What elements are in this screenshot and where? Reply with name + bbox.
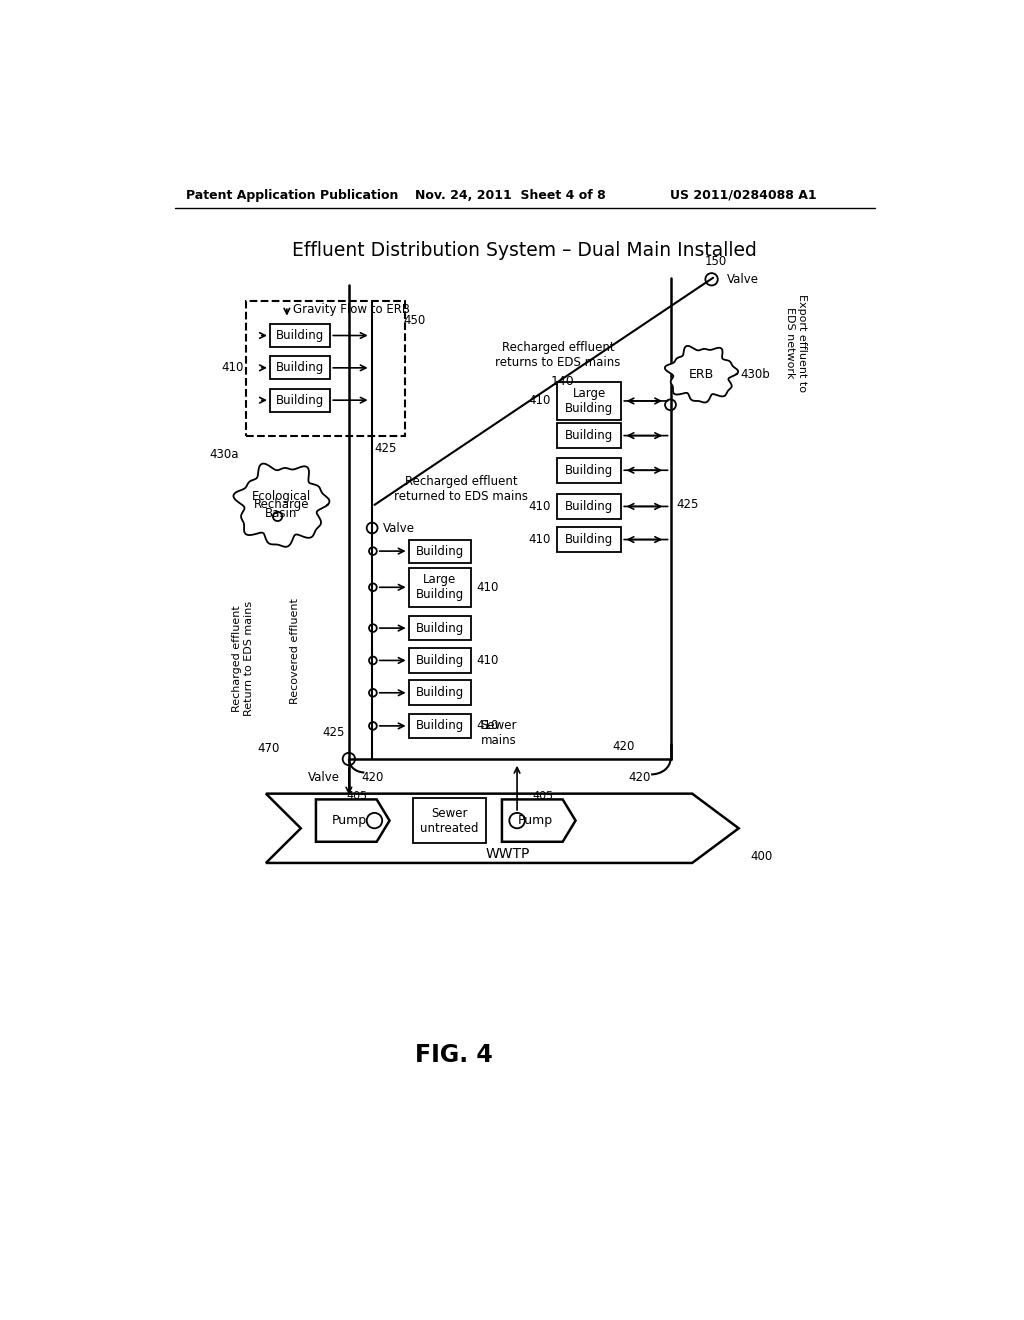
Text: 450: 450	[403, 314, 425, 326]
Text: US 2011/0284088 A1: US 2011/0284088 A1	[671, 189, 817, 202]
Text: 425: 425	[677, 499, 699, 511]
Text: FIG. 4: FIG. 4	[415, 1043, 493, 1068]
Polygon shape	[233, 463, 330, 546]
Text: Patent Application Publication: Patent Application Publication	[186, 189, 398, 202]
Text: 425: 425	[375, 442, 397, 455]
Text: Sewer
untreated: Sewer untreated	[421, 807, 479, 834]
Text: 430a: 430a	[209, 449, 239, 462]
Text: 410: 410	[222, 362, 245, 375]
Text: Valve: Valve	[383, 521, 415, 535]
Bar	[557, 424, 622, 447]
Text: 420: 420	[629, 771, 650, 784]
Text: Building: Building	[416, 653, 464, 667]
Text: Pump: Pump	[332, 814, 367, 828]
Bar	[409, 568, 471, 607]
Bar	[409, 681, 471, 705]
Text: 410: 410	[528, 395, 551, 408]
Text: Recharged effluent
Return to EDS mains: Recharged effluent Return to EDS mains	[231, 602, 254, 717]
Text: Building: Building	[275, 329, 325, 342]
Text: Basin: Basin	[265, 507, 298, 520]
Bar	[270, 388, 331, 412]
Text: ERB: ERB	[689, 367, 714, 380]
Text: Ecological: Ecological	[252, 490, 311, 503]
Text: 420: 420	[360, 771, 383, 784]
Text: 410: 410	[528, 533, 551, 546]
Text: Recovered effluent: Recovered effluent	[290, 598, 300, 704]
Text: Large
Building: Large Building	[416, 573, 464, 602]
Text: Sewer
mains: Sewer mains	[480, 719, 517, 747]
Text: Large
Building: Large Building	[565, 387, 613, 414]
Text: 470: 470	[257, 742, 280, 755]
Text: Building: Building	[275, 393, 325, 407]
Text: Building: Building	[416, 719, 464, 733]
Polygon shape	[502, 800, 575, 842]
Text: Gravity Flow to ERB: Gravity Flow to ERB	[293, 302, 410, 315]
Bar	[557, 458, 622, 483]
Text: WWTP: WWTP	[485, 846, 530, 861]
Text: 150: 150	[705, 255, 727, 268]
Text: Building: Building	[565, 500, 613, 513]
Text: 430b: 430b	[740, 367, 770, 380]
Text: Pump: Pump	[517, 814, 552, 828]
Bar	[409, 540, 471, 562]
Text: Building: Building	[275, 362, 325, 375]
Text: 410: 410	[477, 581, 499, 594]
Bar	[557, 494, 622, 519]
Polygon shape	[316, 800, 389, 842]
Bar	[270, 356, 331, 379]
Text: Export effluent to
EDS network: Export effluent to EDS network	[785, 294, 807, 392]
Text: Valve: Valve	[727, 273, 759, 286]
Polygon shape	[266, 793, 738, 863]
Text: 400: 400	[751, 850, 772, 863]
Text: 420: 420	[612, 741, 635, 754]
Text: 410: 410	[528, 500, 551, 513]
Bar	[270, 323, 331, 347]
Bar	[557, 527, 622, 552]
Bar	[409, 714, 471, 738]
Bar	[557, 381, 622, 420]
Polygon shape	[665, 346, 738, 403]
Text: Recharged effluent
returns to EDS mains: Recharged effluent returns to EDS mains	[496, 341, 621, 368]
Text: 425: 425	[323, 726, 345, 739]
Text: 410: 410	[477, 719, 499, 733]
Bar	[409, 615, 471, 640]
Text: Building: Building	[416, 545, 464, 557]
Text: Recharged effluent
returned to EDS mains: Recharged effluent returned to EDS mains	[394, 475, 528, 503]
Text: 410: 410	[477, 653, 499, 667]
Text: 405: 405	[346, 791, 368, 801]
Text: Building: Building	[565, 429, 613, 442]
Text: Building: Building	[565, 463, 613, 477]
Text: 140: 140	[550, 375, 574, 388]
Bar	[246, 301, 404, 436]
Text: Nov. 24, 2011  Sheet 4 of 8: Nov. 24, 2011 Sheet 4 of 8	[415, 189, 605, 202]
Text: 405: 405	[532, 791, 553, 801]
Text: Building: Building	[565, 533, 613, 546]
Bar	[413, 799, 486, 843]
Bar	[409, 648, 471, 673]
Text: Effluent Distribution System – Dual Main Installed: Effluent Distribution System – Dual Main…	[293, 242, 757, 260]
Text: Recharge: Recharge	[254, 499, 309, 511]
Text: Valve: Valve	[307, 771, 340, 784]
Text: Building: Building	[416, 686, 464, 700]
Text: Building: Building	[416, 622, 464, 635]
